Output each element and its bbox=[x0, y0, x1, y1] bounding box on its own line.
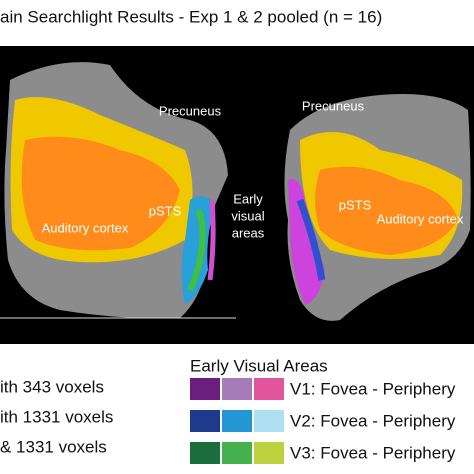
brain-label: pSTS bbox=[339, 197, 372, 212]
left-hemisphere bbox=[0, 62, 236, 319]
color-swatch bbox=[222, 378, 252, 400]
brain-label: Precuneus bbox=[159, 103, 222, 118]
figure-title: ain Searchlight Results - Exp 1 & 2 pool… bbox=[0, 7, 382, 26]
brain-label: pSTS bbox=[149, 203, 182, 218]
color-swatch bbox=[190, 442, 220, 464]
color-swatch bbox=[254, 378, 284, 400]
legend-title: Early Visual Areas bbox=[190, 356, 328, 375]
color-swatch bbox=[190, 410, 220, 432]
brain-label: visual bbox=[231, 208, 264, 223]
color-swatch bbox=[190, 378, 220, 400]
legend-row-label: V3: Fovea - Periphery bbox=[290, 443, 456, 462]
color-swatch bbox=[254, 410, 284, 432]
brain-label: Precuneus bbox=[302, 98, 365, 113]
legend-row-label: V1: Fovea - Periphery bbox=[290, 379, 456, 398]
color-swatch bbox=[254, 442, 284, 464]
legend-row-label: V2: Fovea - Periphery bbox=[290, 411, 456, 430]
legend-left-item: ith 1331 voxels bbox=[0, 407, 113, 426]
brain-label: Early bbox=[233, 191, 263, 206]
legend-left-item: ith 343 voxels bbox=[0, 377, 104, 396]
legend-left-item: & 1331 voxels bbox=[0, 437, 107, 456]
color-swatch bbox=[222, 442, 252, 464]
right-hemisphere bbox=[284, 94, 471, 321]
brain-label: Auditory cortex bbox=[377, 211, 464, 226]
brain-label: areas bbox=[232, 225, 265, 240]
brain-label: Auditory cortex bbox=[42, 220, 129, 235]
color-swatch bbox=[222, 410, 252, 432]
